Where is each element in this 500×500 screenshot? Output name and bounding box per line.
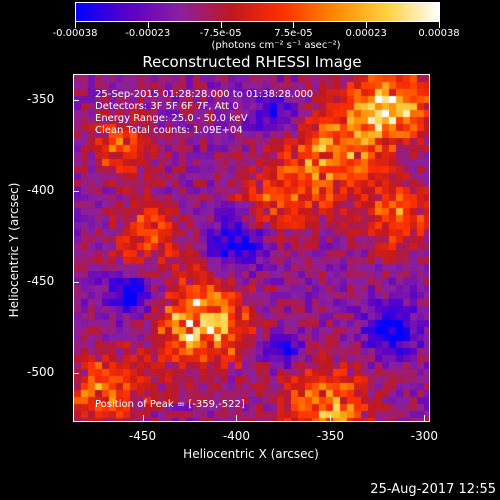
colorbar-tick-label: 0.00023	[345, 28, 387, 39]
colorbar-tick-label: 7.5e-05	[274, 28, 313, 39]
colorbar-tick-label: -0.00023	[125, 28, 171, 39]
x-tick	[330, 415, 332, 421]
colorbar-tick-label: 0.00038	[418, 28, 460, 39]
plot-timestamp: 25-Aug-2017 12:55	[370, 482, 496, 497]
x-tick-label: -350	[316, 429, 345, 443]
colorbar-tick-label: -7.5e-05	[199, 28, 242, 39]
info-clean-counts: Clean Total counts: 1.09E+04	[95, 125, 243, 136]
x-tick-label: -400	[222, 429, 251, 443]
y-tick	[73, 99, 79, 101]
x-tick-label: -450	[128, 429, 157, 443]
y-tick-label: -500	[27, 364, 55, 379]
colorbar-tick	[439, 22, 440, 28]
info-detectors: Detectors: 3F 5F 6F 7F, Att 0	[95, 101, 239, 112]
y-tick	[73, 281, 79, 283]
peak-position: Position of Peak = [-359,-522]	[95, 399, 245, 410]
image-title: Reconstructed RHESSI Image	[142, 53, 362, 71]
colorbar-tick	[366, 22, 368, 28]
colorbar-tick	[220, 22, 222, 28]
y-tick	[73, 372, 79, 374]
x-axis-label: Heliocentric X (arcsec)	[183, 447, 319, 461]
y-tick-label: -450	[27, 273, 55, 288]
colorbar-tick	[293, 22, 295, 28]
x-tick-label: -300	[410, 429, 438, 443]
x-tick	[236, 415, 238, 421]
y-tick-label: -400	[27, 182, 55, 197]
x-tick	[424, 415, 426, 421]
y-axis-label: Heliocentric Y (arcsec)	[7, 182, 21, 318]
colorbar-tick	[147, 22, 149, 28]
y-tick-label: -350	[27, 91, 55, 106]
x-tick	[142, 415, 144, 421]
colorbar-unit-label: (photons cm⁻² s⁻¹ asec⁻²)	[211, 40, 341, 51]
info-energy-range: Energy Range: 25.0 - 50.0 keV	[95, 113, 248, 124]
colorbar-tick-label: -0.00038	[52, 28, 98, 39]
colorbar	[75, 2, 440, 22]
info-time-range: 25-Sep-2015 01:28:28.000 to 01:38:28.000	[95, 89, 314, 100]
heatmap-canvas	[74, 75, 429, 421]
y-tick	[73, 190, 79, 192]
rhessi-image-plot: 25-Sep-2015 01:28:28.000 to 01:38:28.000…	[73, 74, 430, 422]
colorbar-tick	[75, 22, 76, 28]
